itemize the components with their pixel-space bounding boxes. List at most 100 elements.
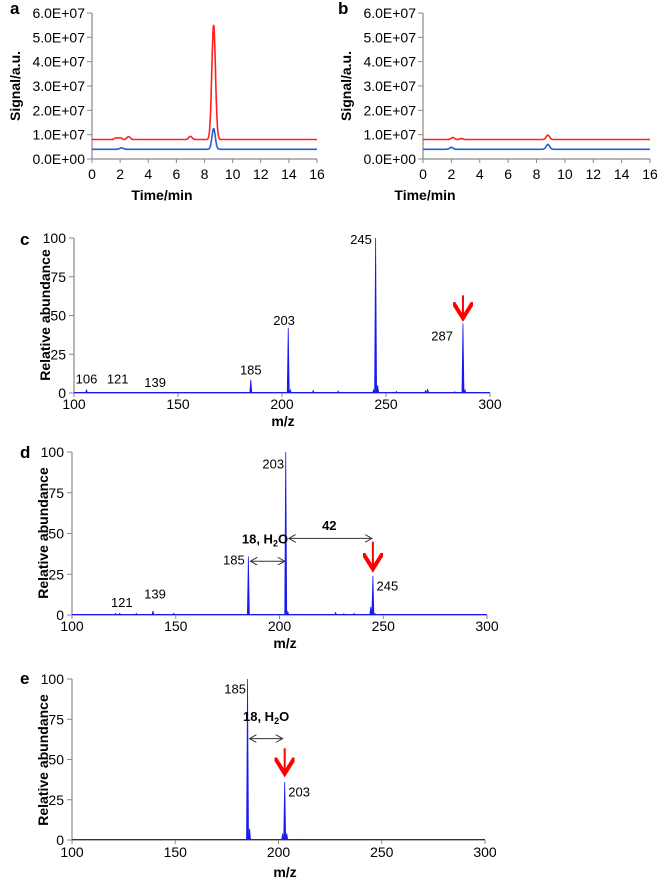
peak-label: 185 [223,552,245,567]
series-line-red-trace [92,24,317,141]
annotation-subscript: 2 [273,538,278,548]
x-tick-label: 100 [62,396,86,412]
y-tick-label: 0 [56,832,64,848]
annotation-label: 18, H2O [242,531,288,548]
peak-label: 245 [350,232,372,247]
y-axis-title: Relative abundance [37,249,53,381]
x-tick-label: 6 [504,166,512,182]
y-tick-label: 5.0E+07 [32,29,85,45]
y-tick-label: 25 [48,566,64,582]
spectrum-peak [286,327,290,394]
spectrum-peak [118,612,122,616]
x-tick-label: 14 [614,166,630,182]
spectrum-peak [172,612,176,616]
peak-label: 203 [288,785,310,800]
x-tick-label: 14 [281,166,297,182]
spectrum-peak [248,828,251,841]
spectrum-peak [334,611,337,616]
annotation-text: 18, H [243,709,274,724]
x-tick-label: 2 [116,166,124,182]
peak-label: 139 [144,587,166,602]
series-line-blue-trace [92,127,317,151]
spectrum-peak [424,389,427,394]
spectrum-peak [246,556,250,616]
y-tick-label: 3.0E+07 [363,78,416,94]
y-tick-label: 6.0E+07 [32,5,85,21]
spectrum-peak [336,390,340,394]
peak-label: 203 [273,313,295,328]
y-tick-label: 75 [50,269,66,285]
spectrum-peak [374,237,377,394]
spectrum-peak [453,391,456,394]
y-tick-label: 0 [56,607,64,623]
spectrum-peak [288,388,292,394]
y-axis-title: Signal/a.u. [338,51,354,121]
spectrum-peak [463,388,467,394]
panel-label: e [20,669,29,688]
annotation-text: 42 [322,518,336,533]
y-tick-label: 4.0E+07 [32,54,85,70]
peak-label: 121 [111,595,133,610]
x-tick-label: 2 [447,166,455,182]
chart-panel-c: c 100 150 200 250 300 0 25 50 75 100 m/z Relative ab… [20,230,502,429]
spectrum-peak [295,838,299,841]
x-tick-label: 0 [88,166,96,182]
x-tick-label: 200 [267,844,291,860]
x-tick-label: 250 [370,844,394,860]
x-axis-title: Time/min [131,187,192,203]
y-tick-label: 4.0E+07 [363,54,416,70]
x-axis-title: m/z [273,635,296,651]
x-tick-label: 8 [201,166,209,182]
spectrum-peak [376,385,380,394]
annotation-text-tail: O [279,709,289,724]
spectrum-peak [426,389,429,394]
y-tick-label: 50 [50,308,66,324]
peak-label: 245 [377,579,399,594]
y-tick-label: 50 [48,526,64,542]
x-tick-label: 300 [473,844,497,860]
peak-label: 203 [262,456,284,471]
x-tick-label: 250 [372,618,396,634]
x-tick-label: 6 [172,166,180,182]
spectrum-peak [373,612,377,616]
y-tick-label: 100 [41,671,65,687]
x-tick-label: 150 [164,618,188,634]
annotation-text-tail: O [278,531,288,546]
chart-panel-a: a 0 2 4 6 8 10 12 14 16 0.0E+00 1.0E+07 2.0E+07 3.0E+… [7,0,325,203]
spectrum-peak [285,833,289,841]
spectrum-peak [311,389,315,394]
x-tick-label: 300 [478,396,502,412]
x-axis-title: m/z [273,864,296,880]
y-tick-label: 100 [43,230,67,246]
peak-label: 106 [76,372,98,387]
x-tick-label: 250 [374,396,398,412]
x-tick-label: 200 [270,396,294,412]
annotation-label: 18, H2O [243,709,289,726]
spectrum-peak [151,610,155,616]
x-tick-label: 8 [533,166,541,182]
x-tick-label: 4 [476,166,484,182]
annotation-label: 42 [322,518,336,533]
peak-label: 185 [224,681,246,696]
x-tick-label: 150 [164,844,188,860]
y-tick-label: 1.0E+07 [363,127,416,143]
y-tick-label: 0.0E+00 [363,151,416,167]
spectrum-peak [461,323,465,394]
spectrum-peak [286,610,290,616]
spectrum-peak [395,390,398,394]
x-tick-label: 12 [253,166,269,182]
annotation-subscript: 2 [274,716,279,726]
y-axis-title: Signal/a.u. [7,51,23,121]
x-tick-label: 100 [60,618,84,634]
spectrum-peak [369,606,373,616]
panel-label: b [338,0,348,18]
x-tick-label: 10 [557,166,573,182]
chart-panel-b: b 0 2 4 6 8 10 12 14 16 0.0E+00 1.0E+07 2.0E+07 3.0E+… [338,0,658,203]
spectrum-peak [246,678,249,841]
y-tick-label: 2.0E+07 [32,102,85,118]
x-axis-title: Time/min [394,187,455,203]
spectrum-peak [372,388,375,394]
x-tick-label: 0 [419,166,427,182]
chart-panel-d: d 100 150 200 250 300 0 25 50 75 100 m/z Relative ab… [20,443,499,651]
